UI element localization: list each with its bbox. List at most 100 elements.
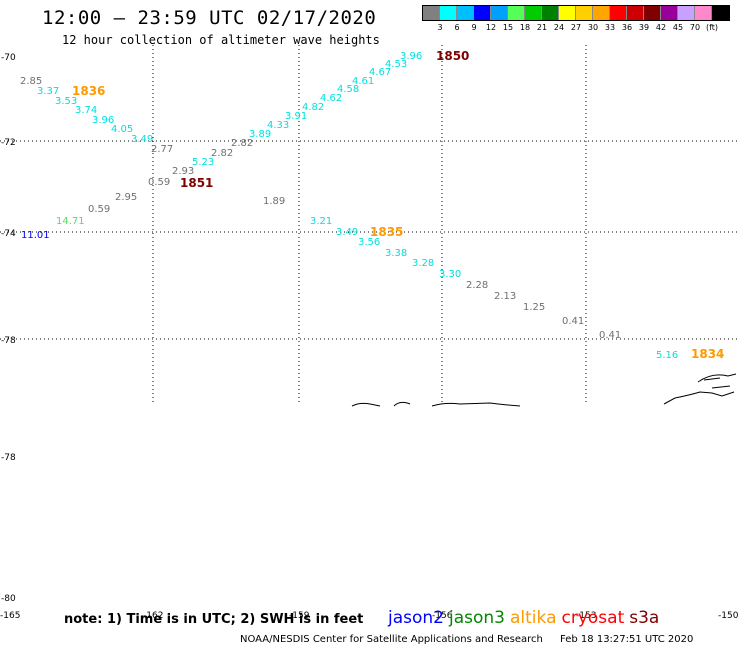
wave-height-label: 3.38: [385, 248, 407, 259]
scale-tick-label: 6: [454, 23, 460, 32]
wave-height-label: 2.82: [231, 138, 253, 149]
wave-height-label: 11.01: [21, 230, 50, 241]
page-title: 12:00 – 23:59 UTC 02/17/2020: [42, 7, 377, 29]
lat-label: -74: [1, 229, 16, 239]
wave-height-label: 3.28: [412, 258, 434, 269]
wave-height-label: 2.13: [494, 291, 516, 302]
scale-tick-label: 42: [655, 23, 667, 32]
wave-height-label: 2.82: [211, 148, 233, 159]
credit-text: NOAA/NESDIS Center for Satellite Applica…: [240, 634, 543, 645]
wave-height-label: 14.71: [56, 216, 85, 227]
wave-height-label: 2.93: [172, 166, 194, 177]
wave-height-label: 0.41: [599, 330, 621, 341]
wave-height-label: 3.96: [92, 115, 114, 126]
wave-height-label: 4.33: [267, 120, 289, 131]
scale-tick-label: 30: [587, 23, 599, 32]
scale-swatch-16: [695, 6, 712, 20]
satellite-legend-cryosat: cryosat: [561, 608, 625, 628]
scale-swatch-13: [644, 6, 661, 20]
scale-tick-label: 33: [604, 23, 616, 32]
scale-tick-label: 21: [536, 23, 548, 32]
scale-tick-label: 3: [437, 23, 443, 32]
pass-time-label: 1835: [370, 225, 403, 239]
pass-time-label: 1851: [180, 176, 213, 190]
lon-label: -162: [143, 611, 163, 621]
scale-tick-label: (ft): [705, 23, 719, 32]
scale-swatch-0: [423, 6, 440, 20]
color-scale-legend: 3 6 9 12 15 18 21 24 27 30 33 36 39 42 45 70 (ft): [422, 5, 730, 33]
credit-line: NOAA/NESDIS Center for Satellite Applica…: [240, 634, 693, 645]
scale-tick-label: 36: [621, 23, 633, 32]
scale-swatch-12: [627, 6, 644, 20]
wave-height-label: 3.21: [310, 216, 332, 227]
generated-timestamp: Feb 18 13:27:51 UTC 2020: [560, 634, 694, 645]
satellite-legend-s3a: s3a: [629, 608, 660, 628]
scale-swatch-14: [661, 6, 678, 20]
lon-label: -156: [432, 611, 453, 621]
scale-swatch-3: [474, 6, 491, 20]
scale-swatch-5: [508, 6, 525, 20]
wave-height-label: 2.85: [20, 76, 42, 87]
wave-height-label: 2.28: [466, 280, 488, 291]
wave-height-label: 1.89: [263, 196, 285, 207]
wave-height-label: 0.41: [562, 316, 584, 327]
lon-label: -165: [0, 611, 20, 621]
scale-swatch-7: [542, 6, 559, 20]
lon-label: -159: [289, 611, 310, 621]
map-grid: [0, 45, 740, 405]
scale-swatch-10: [593, 6, 610, 20]
lon-label: -153: [576, 611, 596, 621]
satellite-legend-jason3: jason3: [449, 608, 505, 628]
wave-height-label: 5.16: [656, 350, 678, 361]
scale-tick-label: 9: [471, 23, 477, 32]
wave-height-label: 2.95: [115, 192, 137, 203]
lat-label: -78: [1, 453, 16, 463]
scale-swatch-2: [457, 6, 474, 20]
scale-tick-label: 39: [638, 23, 650, 32]
scale-swatch-8: [559, 6, 576, 20]
antarctic-coastline: [351, 373, 737, 407]
wave-height-label: 4.61: [352, 76, 374, 87]
lat-label: -72: [1, 138, 16, 148]
satellite-legend: jason2 jason3 altika cryosat s3a: [388, 608, 664, 628]
scale-swatch-1: [440, 6, 457, 20]
wave-height-label: 2.77: [151, 144, 173, 155]
wave-height-label: 0.59: [88, 204, 110, 215]
wave-height-label: 5.23: [192, 157, 214, 168]
wave-height-label: 0.59: [148, 177, 170, 188]
wave-height-label: 4.82: [302, 102, 324, 113]
scale-swatch-4: [491, 6, 508, 20]
satellite-legend-altika: altika: [510, 608, 557, 628]
wave-height-label: 1.25: [523, 302, 545, 313]
wave-height-label: 4.05: [111, 124, 133, 135]
pass-time-label: 1834: [691, 347, 724, 361]
wave-height-label: 3.37: [37, 86, 59, 97]
wave-height-label: 4.67: [369, 67, 391, 78]
scale-tick-label: 45: [672, 23, 684, 32]
color-scale-swatches: [422, 5, 730, 21]
scale-swatch-11: [610, 6, 627, 20]
scale-tick-label: 27: [570, 23, 582, 32]
units-note: note: 1) Time is in UTC; 2) SWH is in fe…: [64, 612, 364, 627]
color-scale-ticks: 3 6 9 12 15 18 21 24 27 30 33 36 39 42 45 70 (ft): [422, 21, 730, 33]
wave-height-label: 3.74: [75, 105, 97, 116]
wave-height-label: 3.49: [131, 134, 153, 145]
lat-label: -78: [1, 336, 16, 346]
lon-label: -150: [718, 611, 739, 621]
wave-height-label: 3.30: [439, 269, 461, 280]
scale-swatch-9: [576, 6, 593, 20]
wave-height-label: 3.91: [285, 111, 307, 122]
scale-tick-label: 15: [502, 23, 514, 32]
scale-swatch-15: [678, 6, 695, 20]
pass-time-label: 1836: [72, 84, 105, 98]
scale-tick-label: 12: [485, 23, 497, 32]
wave-height-label: 3.96: [400, 51, 422, 62]
wave-height-label: 3.49: [336, 227, 358, 238]
scale-swatch-6: [525, 6, 542, 20]
wave-height-label: 4.58: [337, 84, 359, 95]
scale-tick-label: 24: [553, 23, 565, 32]
wave-height-label: 3.56: [358, 237, 380, 248]
scale-swatch-17: [712, 6, 729, 20]
lat-label: -70: [1, 53, 16, 63]
